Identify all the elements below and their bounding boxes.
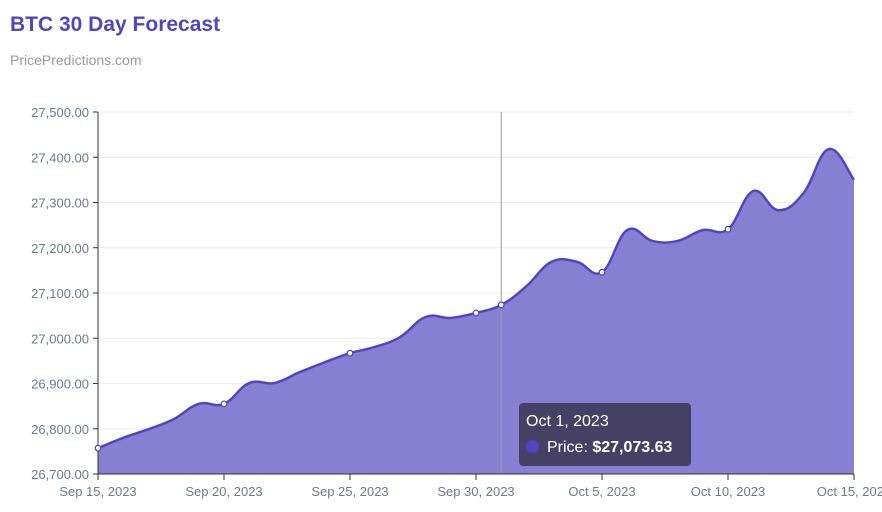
x-tick-label: Sep 25, 2023 [311, 484, 388, 499]
data-point[interactable] [472, 309, 480, 317]
series-dot-icon [526, 440, 539, 453]
data-point[interactable] [497, 301, 505, 309]
data-point[interactable] [346, 349, 354, 357]
y-tick-label: 27,500.00 [31, 105, 89, 120]
data-point[interactable] [598, 268, 606, 276]
x-tick-label: Oct 5, 2023 [568, 484, 635, 499]
tooltip-label: Price: [547, 439, 588, 456]
y-tick-label: 26,700.00 [31, 467, 89, 482]
y-tick-label: 27,400.00 [31, 150, 89, 165]
tooltip: Oct 1, 2023 Price: $27,073.63 [519, 403, 691, 466]
y-tick-label: 27,200.00 [31, 241, 89, 256]
x-tick-label: Sep 20, 2023 [185, 484, 262, 499]
x-tick-label: Oct 15, 2023 [817, 484, 882, 499]
x-tick-label: Sep 15, 2023 [59, 484, 136, 499]
y-tick-label: 27,300.00 [31, 196, 89, 211]
tooltip-row: Price: $27,073.63 [526, 439, 672, 457]
y-tick-label: 26,800.00 [31, 422, 89, 437]
x-tick-label: Sep 30, 2023 [437, 484, 514, 499]
tooltip-date: Oct 1, 2023 [526, 413, 609, 430]
chart-title: BTC 30 Day Forecast [10, 13, 221, 36]
data-point[interactable] [220, 400, 228, 408]
chart-subtitle: PricePredictions.com [10, 52, 142, 68]
tooltip-value: $27,073.63 [592, 439, 673, 456]
price-area [98, 148, 854, 474]
x-tick-label: Oct 10, 2023 [691, 484, 765, 499]
y-tick-label: 27,100.00 [31, 286, 89, 301]
y-tick-label: 27,000.00 [31, 331, 89, 346]
data-point[interactable] [724, 225, 732, 233]
data-point[interactable] [94, 444, 102, 452]
y-tick-label: 26,900.00 [31, 377, 89, 392]
